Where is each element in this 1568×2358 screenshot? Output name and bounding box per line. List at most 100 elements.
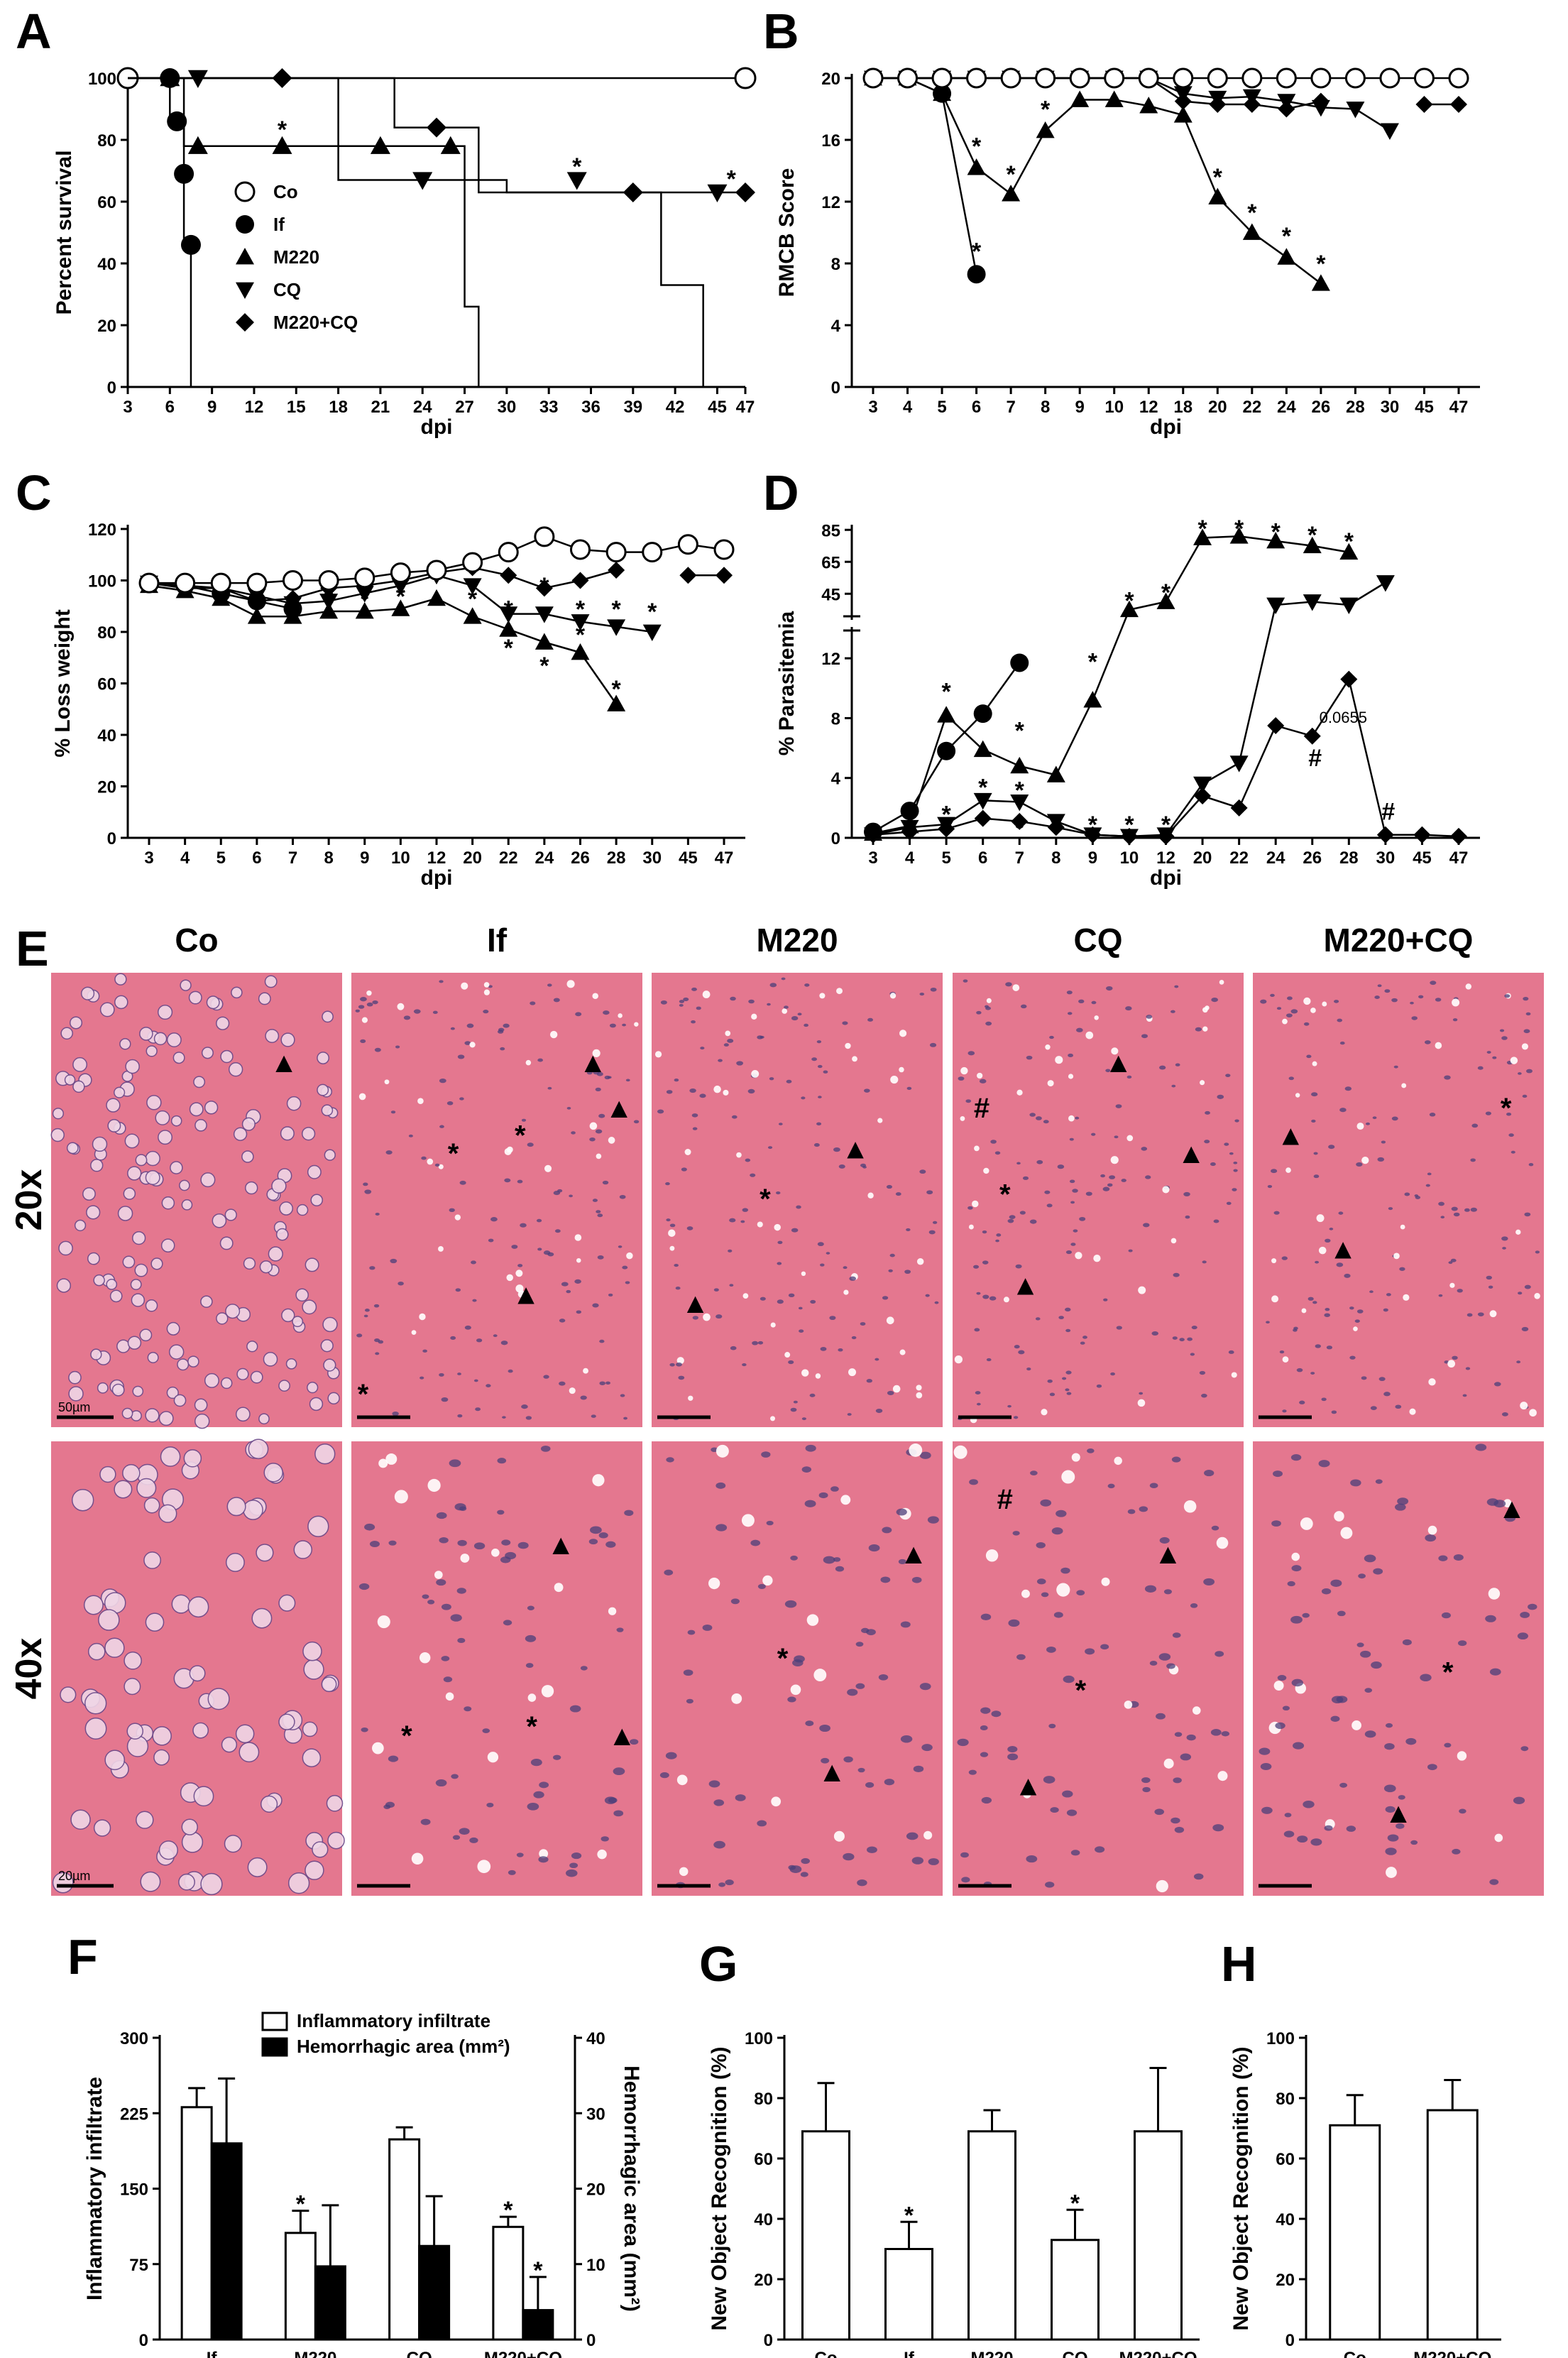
nucleus <box>1053 1612 1063 1618</box>
nucleus <box>408 1134 413 1137</box>
nucleus <box>1057 1164 1065 1169</box>
x-tick-label: 47 <box>715 848 734 868</box>
bar <box>801 2130 850 2341</box>
series-point <box>1208 90 1227 108</box>
nucleus <box>1110 1372 1116 1376</box>
x-tick-label: 4 <box>905 848 915 868</box>
scale-bar-label: 50µm <box>58 1400 90 1414</box>
significance-star: * <box>1344 528 1354 555</box>
x-tick-label: 12 <box>427 848 446 868</box>
nucleus <box>473 1379 478 1382</box>
nucleus <box>679 1000 685 1003</box>
nucleus <box>777 1240 783 1245</box>
nucleus <box>1211 998 1218 1003</box>
legend-label: CQ <box>273 279 301 300</box>
series-point <box>973 792 992 810</box>
nucleus <box>364 1189 372 1194</box>
nucleus <box>1296 1368 1303 1372</box>
cell <box>247 1857 268 1877</box>
cell <box>114 973 127 986</box>
nucleus <box>864 1088 870 1093</box>
nucleus <box>599 1339 605 1343</box>
nucleus <box>476 1338 483 1343</box>
cell <box>264 975 278 988</box>
vacuole <box>1515 1229 1521 1235</box>
nucleus <box>742 1208 749 1212</box>
nucleus <box>566 1869 578 1877</box>
nucleus <box>1315 1260 1320 1264</box>
vacuole <box>801 1271 806 1277</box>
nucleus <box>1391 998 1398 1003</box>
nucleus <box>867 1017 873 1022</box>
cell <box>314 1443 336 1465</box>
nucleus <box>1036 1159 1043 1164</box>
nucleus <box>674 1263 679 1267</box>
nucleus <box>1395 1404 1402 1409</box>
nucleus <box>1100 1174 1105 1178</box>
nucleus <box>511 1245 518 1249</box>
nucleus <box>369 1266 375 1270</box>
y-right-tick-label: 0 <box>586 2331 596 2350</box>
nucleus <box>868 1544 880 1552</box>
vacuole <box>596 1153 602 1159</box>
cell <box>69 1016 83 1030</box>
series-point <box>1267 716 1285 734</box>
nucleus <box>919 992 925 996</box>
significance-star: * <box>360 586 370 613</box>
nucleus <box>985 1021 992 1026</box>
cell <box>235 1724 255 1744</box>
cell <box>302 1748 322 1767</box>
nucleus <box>439 1536 449 1544</box>
nucleus <box>676 1362 682 1367</box>
survival-point <box>412 172 433 190</box>
y-right-tick-label: 40 <box>586 2029 605 2048</box>
vacuole <box>1301 1308 1307 1314</box>
legend-marker <box>234 181 256 202</box>
cell <box>305 1257 319 1272</box>
x-tick-label: 30 <box>1381 398 1400 417</box>
cell <box>158 1504 177 1523</box>
vacuole <box>1447 1360 1456 1368</box>
nucleus <box>757 1583 766 1590</box>
vacuole <box>833 1830 845 1842</box>
x-tick-label: 24 <box>413 398 432 417</box>
nucleus <box>457 1054 465 1059</box>
nucleus <box>1224 1142 1229 1146</box>
vacuole <box>886 1316 894 1325</box>
nucleus <box>624 1510 634 1517</box>
vacuole <box>477 1860 491 1874</box>
x-tick-label: 5 <box>937 398 946 417</box>
nucleus <box>790 1407 797 1412</box>
cell <box>293 1540 313 1559</box>
nucleus <box>1525 1012 1531 1016</box>
nucleus <box>1492 1056 1497 1059</box>
vacuole <box>1340 1527 1353 1539</box>
survival-point <box>174 163 194 184</box>
nucleus <box>543 1250 551 1255</box>
cell <box>302 1299 317 1315</box>
vacuole <box>770 1322 776 1328</box>
nucleus <box>900 1735 913 1743</box>
series-point <box>967 158 986 175</box>
nucleus <box>906 1086 912 1090</box>
nucleus <box>1030 1470 1038 1476</box>
nucleus <box>537 1058 543 1062</box>
nucleus <box>1008 1619 1020 1627</box>
nucleus <box>472 1299 477 1302</box>
nucleus <box>388 1540 397 1546</box>
arrowhead-marker: ▲ <box>899 1539 928 1570</box>
nucleus <box>664 1569 674 1576</box>
cell <box>143 1551 161 1569</box>
x-tick-label: 6 <box>165 398 175 417</box>
nucleus <box>1339 1782 1348 1788</box>
nucleus <box>1489 1879 1499 1885</box>
vacuole <box>1409 1408 1416 1415</box>
nucleus <box>623 1417 628 1420</box>
vacuole <box>487 1752 499 1763</box>
cell <box>145 1612 165 1632</box>
nucleus <box>1290 1454 1302 1461</box>
y-axis-right-title: Hemorrhagic area (mm²) <box>620 2065 643 2312</box>
cell <box>219 1236 234 1250</box>
x-tick-label: 22 <box>499 848 518 868</box>
vacuole <box>909 1443 923 1457</box>
